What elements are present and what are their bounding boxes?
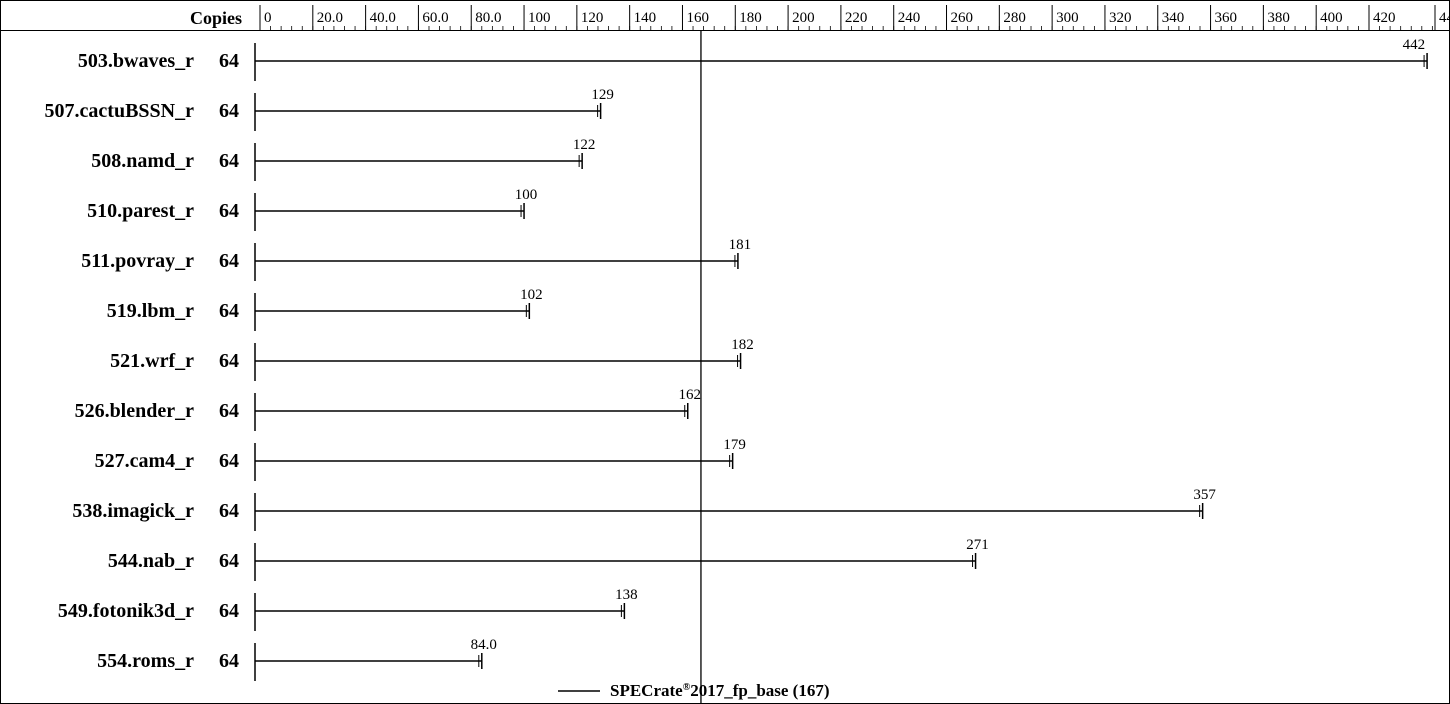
benchmark-copies: 64 [219, 400, 239, 422]
bar-value-label: 122 [573, 137, 596, 153]
benchmark-name: 519.lbm_r [107, 300, 194, 322]
legend-label-tail: 2017_fp_base (167) [690, 681, 829, 700]
benchmark-copies: 64 [219, 650, 239, 672]
benchmark-copies: 64 [219, 150, 239, 172]
copies-header: Copies [190, 8, 242, 28]
bar-value-label: 84.0 [471, 637, 497, 653]
axis-tick-label: 340 [1162, 10, 1185, 26]
bar-value-label: 357 [1193, 487, 1216, 503]
legend-label-registered: ® [683, 682, 691, 693]
benchmark-copies: 64 [219, 300, 239, 322]
axis-tick-label: 280 [1003, 10, 1026, 26]
benchmark-copies: 64 [219, 600, 239, 622]
benchmark-name: 526.blender_r [75, 400, 195, 422]
benchmark-copies: 64 [219, 450, 239, 472]
axis-tick-label: 300 [1056, 10, 1079, 26]
benchmark-name: 508.namd_r [91, 150, 194, 172]
benchmark-name: 503.bwaves_r [78, 50, 194, 72]
bar-value-label: 102 [520, 287, 543, 303]
benchmark-copies: 64 [219, 200, 239, 222]
benchmark-copies: 64 [219, 100, 239, 122]
axis-tick-label: 60.0 [422, 10, 448, 26]
bar-value-label: 271 [966, 537, 989, 553]
benchmark-name: 527.cam4_r [95, 450, 195, 472]
legend-label-main: SPECrate [610, 681, 683, 700]
axis-tick-label: 445 [1439, 10, 1450, 26]
bar-value-label: 100 [515, 187, 538, 203]
axis-tick-label: 380 [1267, 10, 1290, 26]
benchmark-name: 554.roms_r [97, 650, 194, 672]
benchmark-name: 507.cactuBSSN_r [45, 100, 195, 122]
axis-tick-label: 360 [1215, 10, 1238, 26]
axis-tick-label: 320 [1109, 10, 1132, 26]
axis-tick-label: 0 [264, 10, 272, 26]
axis-tick-label: 420 [1373, 10, 1396, 26]
benchmark-name: 510.parest_r [87, 200, 194, 222]
benchmark-name: 549.fotonik3d_r [58, 600, 194, 622]
bar-value-label: 179 [723, 437, 746, 453]
axis-tick-label: 160 [686, 10, 709, 26]
axis-tick-label: 120 [581, 10, 604, 26]
bar-value-label: 442 [1403, 37, 1426, 53]
axis-tick-label: 20.0 [317, 10, 343, 26]
bar-value-label: 162 [679, 387, 702, 403]
axis-tick-label: 180 [739, 10, 762, 26]
axis-tick-label: 260 [951, 10, 974, 26]
axis-tick-label: 40.0 [370, 10, 396, 26]
benchmark-name: 521.wrf_r [110, 350, 194, 372]
benchmark-copies: 64 [219, 500, 239, 522]
axis-tick-label: 240 [898, 10, 921, 26]
axis-tick-label: 100 [528, 10, 551, 26]
benchmark-copies: 64 [219, 350, 239, 372]
bar-value-label: 182 [731, 337, 754, 353]
axis-tick-label: 400 [1320, 10, 1343, 26]
axis-tick-label: 200 [792, 10, 815, 26]
axis-tick-label: 80.0 [475, 10, 501, 26]
benchmark-copies: 64 [219, 250, 239, 272]
bar-value-label: 138 [615, 587, 638, 603]
benchmark-name: 544.nab_r [108, 550, 194, 572]
benchmark-name: 511.povray_r [81, 250, 194, 272]
legend-label: SPECrate®2017_fp_base (167) [610, 681, 830, 700]
benchmark-name: 538.imagick_r [72, 500, 194, 522]
benchmark-copies: 64 [219, 550, 239, 572]
bar-value-label: 181 [729, 237, 752, 253]
axis-tick-label: 220 [845, 10, 868, 26]
bar-value-label: 129 [591, 87, 614, 103]
benchmark-copies: 64 [219, 50, 239, 72]
axis-tick-label: 140 [634, 10, 657, 26]
